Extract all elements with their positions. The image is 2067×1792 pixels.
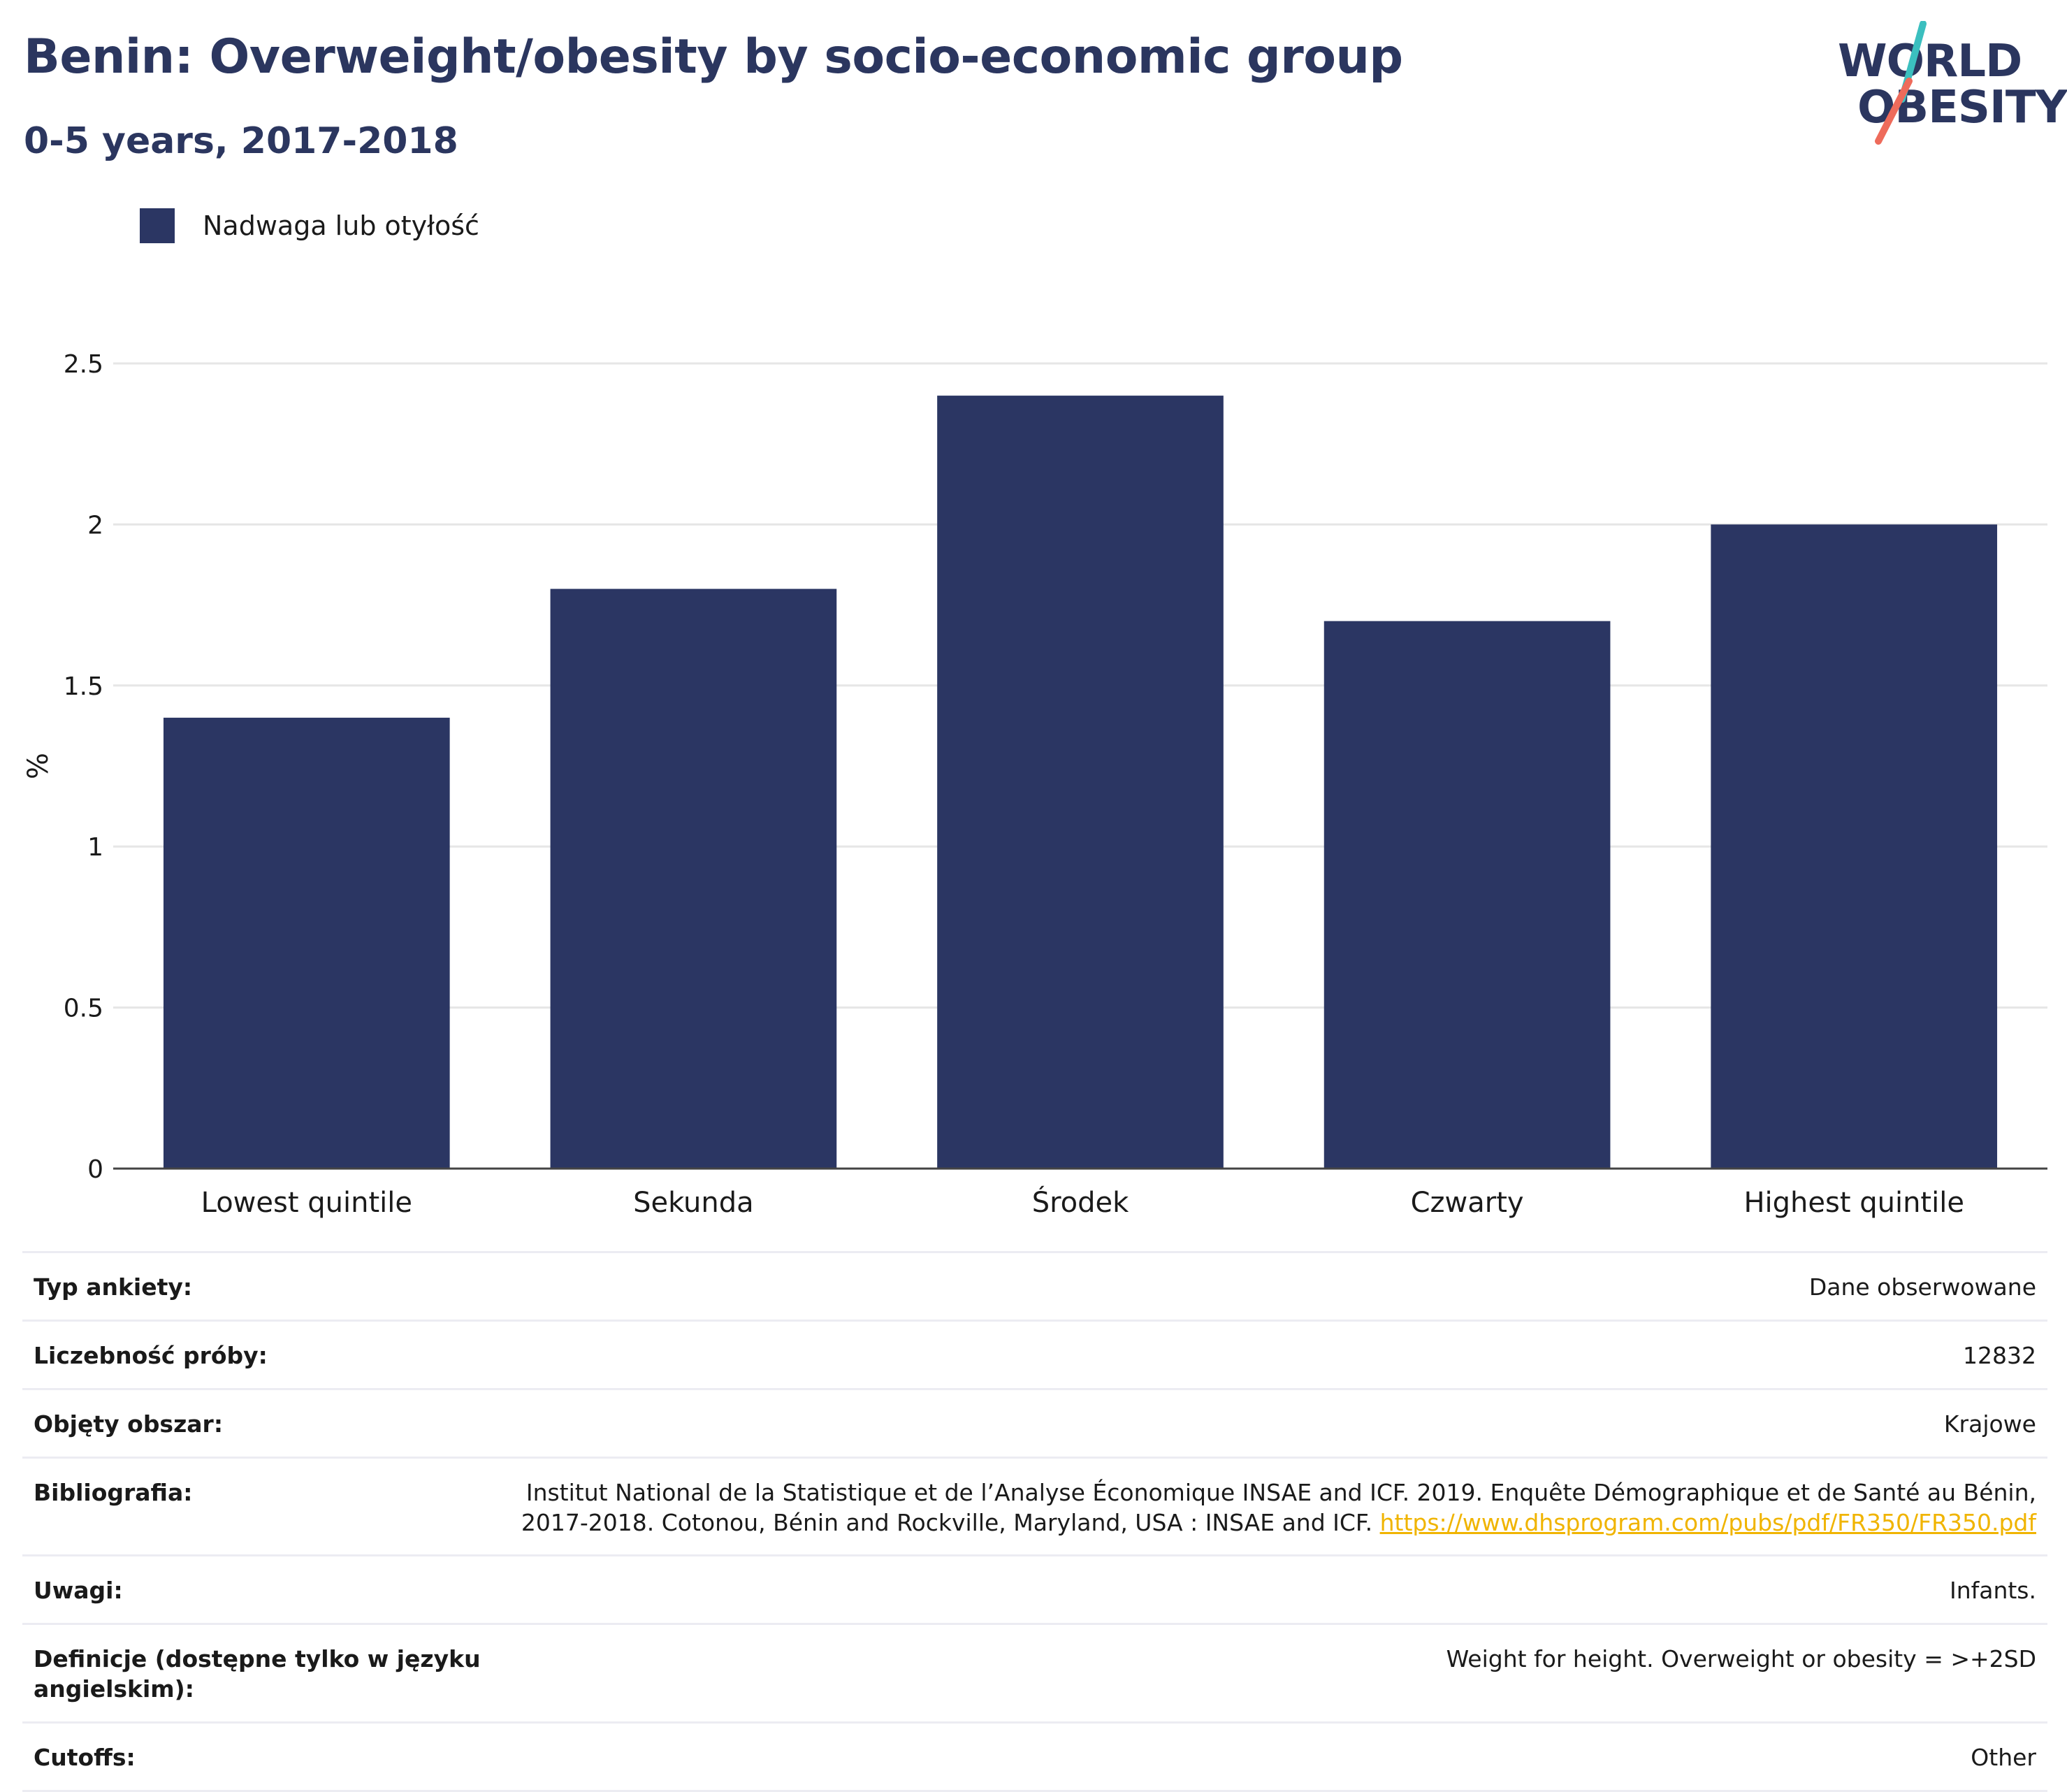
meta-row: Liczebność próby: 12832 [22,1320,2047,1390]
meta-key: Objęty obszar: [22,1389,492,1459]
bar-3[interactable] [1323,621,1611,1169]
legend-label: Nadwaga lub otyłość [203,210,479,241]
metadata-table: Typ ankiety: Dane obserwowane Liczebność p… [22,1251,2047,1792]
bibliography-link[interactable]: https://www.dhsprogram.com/pubs/pdf/FR35… [1379,1508,2036,1536]
x-tick-label: Sekunda [633,1187,754,1219]
bar-2[interactable] [937,396,1224,1169]
meta-row: Typ ankiety: Dane obserwowane [22,1251,2047,1322]
x-tick-label: Lowest quintile [201,1187,412,1219]
bar-chart: 0 0.5 1 1.5 2 2.5 Lowest quintile Sekunda Środek… [22,350,2047,1219]
meta-key: Liczebność próby: [22,1320,492,1390]
logo-slash-icon [1875,21,1927,145]
meta-value: Institut National de la Statistique et d… [492,1457,2047,1557]
page-title: Benin: Overweight/obesity by socio-econo… [24,29,1403,85]
meta-row: Cutoffs: Other [22,1722,2047,1792]
meta-row: Definicje (dostępne tylko w języku angie… [22,1624,2047,1724]
legend-swatch [140,208,175,243]
world-obesity-logo[interactable]: WORLD OBESITY [1824,21,2067,147]
chart-axes: 0 0.5 1 1.5 2 2.5 Lowest quintile Sekunda Środek… [22,350,2047,1219]
y-axis-label: % [22,753,55,779]
logo-word-world: WORLD [1838,36,2022,87]
bar-0[interactable] [163,717,450,1169]
page-subtitle: 0-5 years, 2017-2018 [24,120,458,162]
x-tick-label: Środek [1032,1185,1129,1219]
meta-value: Infants. [492,1555,2047,1626]
y-tick-label: 2 [87,511,103,540]
meta-row: Uwagi: Infants. [22,1555,2047,1626]
meta-value: Other [492,1722,2047,1792]
bar-4[interactable] [1711,524,1998,1169]
x-tick-label: Highest quintile [1743,1187,1964,1219]
y-tick-label: 2.5 [64,350,103,379]
bar-1[interactable] [550,588,837,1169]
x-tick-label: Czwarty [1411,1187,1524,1219]
y-tick-label: 0.5 [64,995,103,1023]
y-tick-label: 1 [87,833,103,862]
chart-legend[interactable]: Nadwaga lub otyłość [140,208,479,243]
chart-bars [163,396,1998,1169]
meta-value: Krajowe [492,1389,2047,1459]
y-tick-label: 0 [87,1155,103,1184]
meta-value: Weight for height. Overweight or obesity… [492,1624,2047,1724]
y-tick-label: 1.5 [64,672,103,701]
meta-key: Typ ankiety: [22,1251,492,1322]
meta-value: Dane obserwowane [492,1251,2047,1322]
meta-row: Bibliografia: Institut National de la Sta… [22,1457,2047,1557]
meta-key: Definicje (dostępne tylko w języku angie… [22,1624,492,1724]
meta-row: Objęty obszar: Krajowe [22,1389,2047,1459]
meta-key: Bibliografia: [22,1457,492,1557]
meta-key: Cutoffs: [22,1722,492,1792]
meta-value: 12832 [492,1320,2047,1390]
meta-key: Uwagi: [22,1555,492,1626]
